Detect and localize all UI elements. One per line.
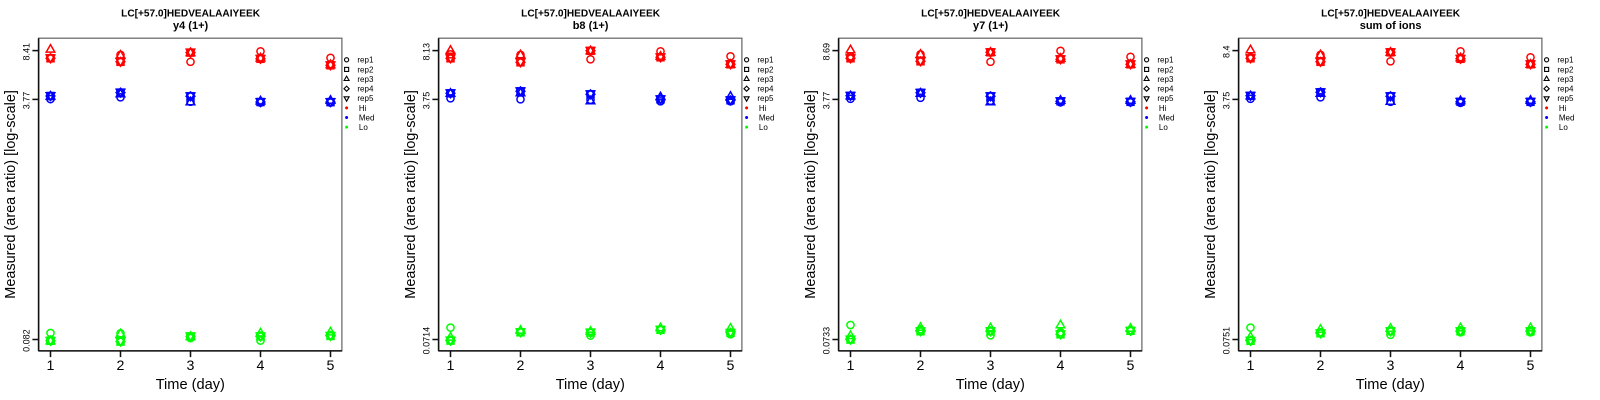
- svg-text:y7 (1+): y7 (1+): [973, 20, 1008, 32]
- svg-text:Hi: Hi: [359, 104, 367, 113]
- svg-text:0.082: 0.082: [21, 329, 31, 352]
- svg-text:8.4: 8.4: [1221, 45, 1231, 58]
- svg-text:rep1: rep1: [357, 56, 374, 65]
- svg-text:Lo: Lo: [1159, 123, 1168, 132]
- svg-text:Lo: Lo: [359, 123, 368, 132]
- svg-text:4: 4: [257, 358, 265, 374]
- svg-text:LC[+57.0]HEDVEALAAIYEEK: LC[+57.0]HEDVEALAAIYEEK: [921, 9, 1061, 20]
- svg-text:Time (day): Time (day): [956, 377, 1025, 393]
- svg-text:5: 5: [1527, 358, 1535, 374]
- svg-text:sum of ions: sum of ions: [1360, 20, 1422, 32]
- svg-text:Time (day): Time (day): [1356, 377, 1425, 393]
- svg-text:Med: Med: [1159, 113, 1175, 122]
- svg-text:0.0751: 0.0751: [1221, 327, 1231, 355]
- svg-text:3: 3: [1387, 358, 1395, 374]
- svg-text:Hi: Hi: [1159, 104, 1167, 113]
- svg-text:rep3: rep3: [1557, 75, 1574, 84]
- svg-text:rep3: rep3: [757, 75, 774, 84]
- svg-text:5: 5: [327, 358, 335, 374]
- svg-text:Measured (area ratio) [log-sca: Measured (area ratio) [log-scale]: [1203, 90, 1219, 299]
- svg-text:3: 3: [187, 358, 195, 374]
- svg-text:2: 2: [517, 358, 525, 374]
- svg-text:rep2: rep2: [757, 65, 774, 74]
- svg-text:Measured (area ratio) [log-sca: Measured (area ratio) [log-scale]: [3, 90, 19, 299]
- svg-text:LC[+57.0]HEDVEALAAIYEEK: LC[+57.0]HEDVEALAAIYEEK: [521, 9, 661, 20]
- svg-text:0.0714: 0.0714: [421, 327, 431, 355]
- svg-text:Hi: Hi: [1559, 104, 1567, 113]
- svg-text:Med: Med: [759, 113, 775, 122]
- svg-text:8.69: 8.69: [821, 43, 831, 61]
- svg-text:Lo: Lo: [759, 123, 768, 132]
- svg-text:rep1: rep1: [757, 56, 774, 65]
- svg-text:0.0733: 0.0733: [821, 327, 831, 355]
- svg-text:1: 1: [847, 358, 855, 374]
- svg-text:2: 2: [1317, 358, 1325, 374]
- svg-text:3: 3: [987, 358, 995, 374]
- svg-text:Time (day): Time (day): [556, 377, 625, 393]
- svg-text:1: 1: [447, 358, 455, 374]
- svg-text:LC[+57.0]HEDVEALAAIYEEK: LC[+57.0]HEDVEALAAIYEEK: [1321, 9, 1461, 20]
- svg-text:rep5: rep5: [757, 94, 774, 103]
- svg-text:Hi: Hi: [759, 104, 767, 113]
- svg-text:5: 5: [1127, 358, 1135, 374]
- svg-text:y4 (1+): y4 (1+): [173, 20, 208, 32]
- svg-text:rep3: rep3: [1157, 75, 1174, 84]
- svg-text:rep4: rep4: [1557, 85, 1574, 94]
- svg-text:5: 5: [727, 358, 735, 374]
- svg-text:Lo: Lo: [1559, 123, 1568, 132]
- svg-text:1: 1: [1247, 358, 1255, 374]
- svg-text:rep4: rep4: [757, 85, 774, 94]
- svg-text:LC[+57.0]HEDVEALAAIYEEK: LC[+57.0]HEDVEALAAIYEEK: [121, 9, 261, 20]
- svg-text:Measured (area ratio) [log-sca: Measured (area ratio) [log-scale]: [803, 90, 819, 299]
- svg-text:Med: Med: [1559, 113, 1575, 122]
- svg-text:3: 3: [587, 358, 595, 374]
- svg-text:rep4: rep4: [1157, 85, 1174, 94]
- svg-text:rep2: rep2: [1557, 65, 1574, 74]
- svg-text:3.75: 3.75: [1221, 92, 1231, 110]
- svg-text:Measured (area ratio) [log-sca: Measured (area ratio) [log-scale]: [403, 90, 419, 299]
- svg-text:2: 2: [117, 358, 125, 374]
- svg-text:rep1: rep1: [1557, 56, 1574, 65]
- svg-text:8.41: 8.41: [21, 43, 31, 61]
- svg-text:8.13: 8.13: [421, 43, 431, 61]
- svg-text:rep5: rep5: [357, 94, 374, 103]
- svg-text:4: 4: [1457, 358, 1465, 374]
- svg-text:4: 4: [657, 358, 665, 374]
- svg-text:rep5: rep5: [1557, 94, 1574, 103]
- svg-text:b8 (1+): b8 (1+): [573, 20, 609, 32]
- svg-text:Time (day): Time (day): [156, 377, 225, 393]
- svg-text:Med: Med: [359, 113, 375, 122]
- svg-text:1: 1: [47, 358, 55, 374]
- svg-text:rep4: rep4: [357, 85, 374, 94]
- svg-text:3.77: 3.77: [821, 92, 831, 110]
- svg-text:3.77: 3.77: [21, 92, 31, 110]
- svg-text:2: 2: [917, 358, 925, 374]
- svg-text:rep2: rep2: [357, 65, 374, 74]
- svg-text:rep5: rep5: [1157, 94, 1174, 103]
- svg-text:4: 4: [1057, 358, 1065, 374]
- svg-text:rep2: rep2: [1157, 65, 1174, 74]
- svg-text:3.75: 3.75: [421, 92, 431, 110]
- svg-text:rep1: rep1: [1157, 56, 1174, 65]
- svg-text:rep3: rep3: [357, 75, 374, 84]
